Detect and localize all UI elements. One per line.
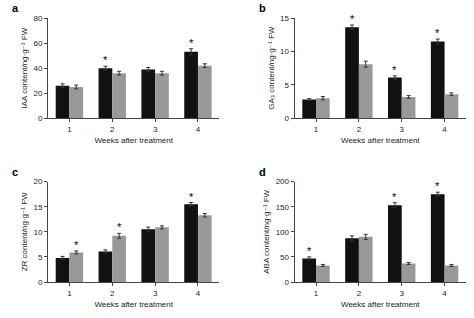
svg-text:2: 2 — [110, 289, 115, 298]
svg-text:15: 15 — [33, 203, 42, 212]
svg-text:2: 2 — [357, 289, 362, 298]
svg-text:10: 10 — [280, 47, 289, 56]
svg-text:4: 4 — [442, 125, 447, 134]
svg-text:*: * — [392, 64, 397, 76]
svg-text:150: 150 — [276, 203, 290, 212]
svg-text:d: d — [259, 166, 266, 178]
svg-text:GA₃ content/ng·g⁻¹ FW: GA₃ content/ng·g⁻¹ FW — [267, 26, 276, 110]
svg-text:*: * — [103, 54, 108, 66]
svg-text:20: 20 — [33, 89, 42, 98]
svg-text:*: * — [392, 191, 397, 203]
svg-text:2: 2 — [357, 125, 362, 134]
svg-text:1: 1 — [314, 125, 319, 134]
svg-text:*: * — [435, 27, 440, 39]
svg-text:60: 60 — [33, 39, 42, 48]
svg-text:1: 1 — [314, 289, 319, 298]
svg-text:5: 5 — [38, 253, 43, 262]
svg-text:0: 0 — [38, 278, 43, 287]
svg-text:0: 0 — [285, 114, 290, 123]
svg-text:Weeks after treatment: Weeks after treatment — [341, 136, 420, 145]
svg-text:ZR content/ng·g⁻¹ FW: ZR content/ng·g⁻¹ FW — [20, 192, 29, 271]
svg-text:*: * — [350, 13, 355, 25]
svg-text:20: 20 — [33, 177, 42, 186]
svg-text:Weeks after treatment: Weeks after treatment — [341, 300, 420, 309]
svg-text:Weeks after treatment: Weeks after treatment — [94, 136, 173, 145]
svg-text:4: 4 — [196, 125, 201, 134]
svg-text:c: c — [12, 166, 18, 178]
svg-text:15: 15 — [280, 14, 289, 23]
svg-text:5: 5 — [285, 81, 290, 90]
svg-text:a: a — [12, 2, 19, 14]
svg-text:0: 0 — [38, 114, 43, 123]
svg-text:*: * — [117, 221, 122, 233]
svg-text:3: 3 — [400, 289, 405, 298]
svg-text:80: 80 — [33, 14, 42, 23]
svg-text:*: * — [435, 180, 440, 192]
svg-text:10: 10 — [33, 228, 42, 237]
svg-text:1: 1 — [67, 125, 72, 134]
svg-text:40: 40 — [33, 64, 42, 73]
svg-text:*: * — [189, 191, 194, 203]
svg-text:3: 3 — [153, 289, 158, 298]
svg-text:Weeks after treatment: Weeks after treatment — [94, 300, 173, 309]
svg-text:IAA content/ng·g⁻¹ FW: IAA content/ng·g⁻¹ FW — [20, 27, 29, 108]
svg-text:4: 4 — [196, 289, 201, 298]
svg-text:1: 1 — [67, 289, 72, 298]
svg-text:3: 3 — [153, 125, 158, 134]
svg-text:2: 2 — [110, 125, 115, 134]
svg-text:3: 3 — [400, 125, 405, 134]
svg-text:*: * — [74, 239, 79, 251]
svg-text:0: 0 — [285, 278, 290, 287]
svg-text:b: b — [259, 2, 266, 14]
svg-text:50: 50 — [280, 253, 289, 262]
svg-text:ABA content/ng·g⁻¹ FW: ABA content/ng·g⁻¹ FW — [262, 189, 271, 273]
svg-text:200: 200 — [276, 177, 290, 186]
svg-text:*: * — [307, 245, 312, 257]
svg-text:100: 100 — [276, 228, 290, 237]
svg-text:*: * — [189, 37, 194, 49]
svg-text:4: 4 — [442, 289, 447, 298]
